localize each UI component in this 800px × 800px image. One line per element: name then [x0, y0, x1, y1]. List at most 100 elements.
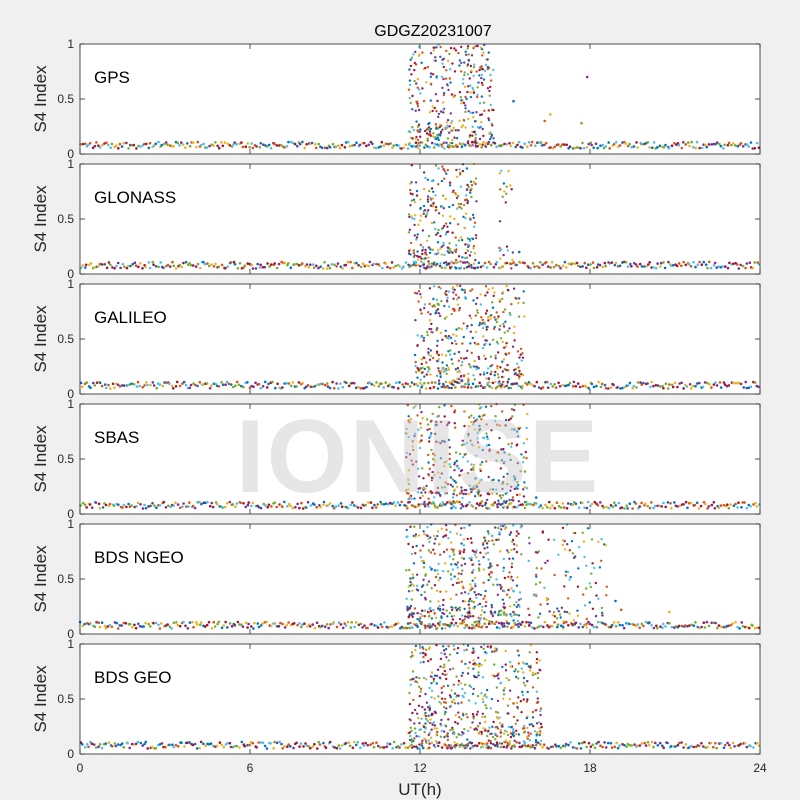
data-point — [480, 65, 483, 68]
data-point — [453, 47, 456, 50]
data-point — [435, 262, 439, 266]
data-point — [232, 260, 236, 264]
data-point — [505, 143, 508, 146]
data-point — [656, 146, 659, 149]
data-point — [160, 742, 164, 745]
data-point — [453, 94, 456, 97]
data-point — [491, 539, 494, 542]
data-point — [416, 589, 420, 592]
data-point — [460, 207, 463, 210]
data-point — [698, 260, 701, 264]
data-point — [409, 182, 412, 185]
data-point — [286, 505, 289, 508]
data-point — [595, 384, 598, 388]
data-point — [607, 387, 610, 390]
data-point — [542, 143, 546, 147]
data-point — [517, 598, 521, 602]
data-point — [474, 258, 477, 262]
data-point — [624, 142, 628, 145]
data-point — [450, 120, 454, 123]
data-point — [436, 387, 440, 390]
data-point — [90, 506, 94, 510]
data-point — [552, 611, 556, 614]
data-point — [410, 164, 413, 167]
data-point — [424, 248, 427, 252]
data-point — [372, 384, 376, 387]
data-point — [677, 262, 681, 265]
data-point — [452, 683, 455, 686]
data-point — [465, 327, 468, 330]
data-point — [706, 507, 709, 510]
data-point — [338, 146, 342, 150]
data-point — [353, 740, 356, 744]
data-point — [477, 81, 480, 84]
data-point — [413, 722, 416, 725]
data-point — [120, 624, 123, 627]
data-point — [507, 378, 510, 381]
data-point — [643, 265, 646, 268]
data-point — [551, 504, 554, 507]
data-point — [510, 442, 513, 445]
data-point — [471, 651, 475, 654]
data-point — [297, 264, 301, 267]
data-point — [485, 266, 489, 269]
data-point — [410, 583, 413, 586]
data-point — [425, 678, 428, 681]
data-point — [417, 735, 421, 738]
data-point — [357, 264, 360, 267]
data-point — [632, 145, 636, 148]
data-point — [519, 261, 522, 265]
data-point — [535, 690, 538, 693]
data-point — [283, 626, 287, 629]
data-point — [164, 381, 168, 384]
data-point — [472, 485, 475, 488]
data-point — [210, 384, 213, 388]
data-point — [710, 143, 713, 146]
data-point — [745, 386, 748, 390]
data-point — [722, 147, 725, 150]
data-point — [432, 721, 436, 724]
data-point — [428, 721, 432, 725]
data-point — [472, 130, 476, 134]
data-point — [363, 624, 366, 627]
data-point — [472, 116, 475, 119]
data-point — [599, 385, 603, 389]
data-point — [475, 454, 478, 457]
data-point — [463, 267, 466, 270]
data-point — [453, 409, 457, 412]
data-point — [734, 620, 737, 624]
data-point — [684, 500, 688, 504]
data-point — [510, 262, 513, 266]
data-point — [478, 74, 481, 77]
data-point — [494, 419, 497, 423]
data-point — [489, 137, 492, 141]
data-point — [241, 625, 245, 628]
data-point — [424, 624, 427, 628]
data-point — [512, 99, 515, 103]
data-point — [450, 404, 453, 408]
data-point — [119, 266, 122, 270]
data-point — [479, 469, 482, 473]
data-point — [449, 112, 452, 115]
data-point — [470, 184, 474, 187]
data-point — [408, 568, 411, 572]
data-point — [726, 503, 729, 507]
data-point — [400, 500, 403, 504]
data-point — [442, 730, 446, 733]
data-point — [398, 746, 401, 749]
data-point — [419, 378, 422, 382]
data-point — [445, 69, 448, 72]
data-point — [437, 358, 440, 361]
data-point — [473, 266, 477, 270]
data-point — [459, 266, 463, 270]
data-point — [753, 147, 757, 150]
data-point — [158, 504, 162, 507]
data-point — [666, 387, 670, 390]
data-point — [447, 290, 451, 293]
data-point — [435, 589, 439, 593]
data-point — [409, 683, 412, 686]
data-point — [577, 626, 580, 629]
data-point — [110, 625, 114, 629]
data-point — [407, 435, 410, 439]
data-point — [433, 534, 436, 538]
